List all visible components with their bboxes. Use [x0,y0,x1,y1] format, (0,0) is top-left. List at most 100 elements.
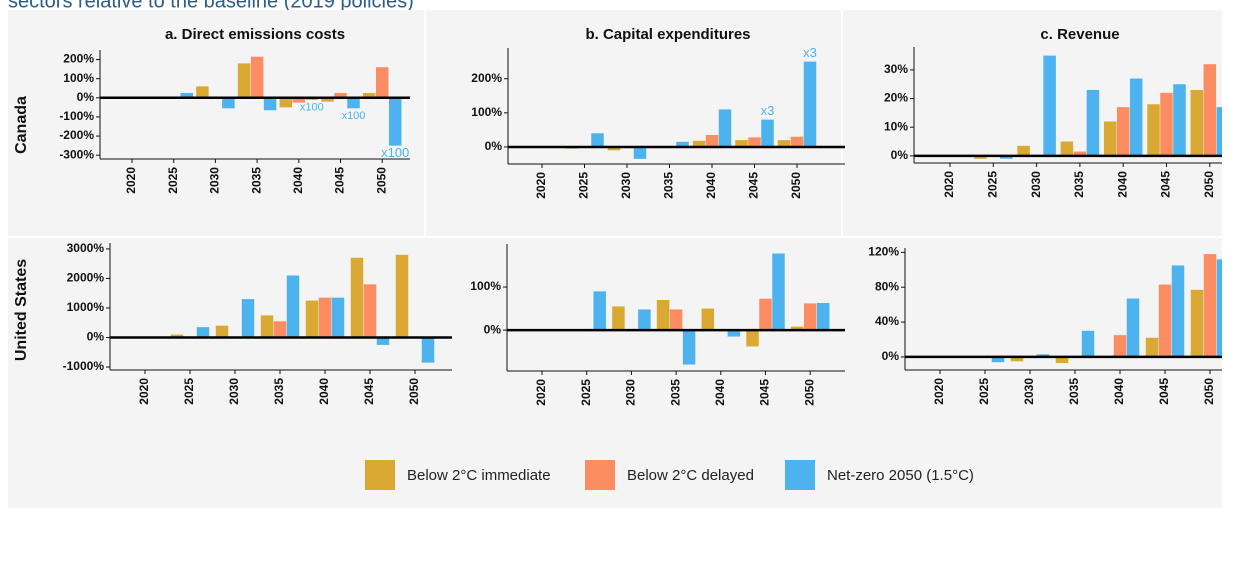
bar [1147,104,1160,156]
x-tick-label: 2045 [333,167,347,194]
bar [591,133,604,147]
bar [1129,78,1143,156]
annotation: x3 [803,45,817,60]
x-tick-label: 2025 [577,172,591,199]
bar [1000,155,1013,159]
bar [633,146,647,159]
bar [761,119,774,147]
bar [1017,145,1030,156]
x-tick-label: 2020 [534,379,548,406]
bar [237,63,251,98]
bar [701,308,715,331]
x-tick-label: 2040 [704,172,718,199]
bar [991,356,1005,363]
bar [196,86,209,98]
annotation: x100 [342,110,366,122]
y-tick-label: 100% [471,105,502,119]
annotation: x3 [761,103,775,118]
x-tick-label: 2040 [713,379,727,406]
x-tick-label: 2040 [291,167,305,194]
bar [362,93,376,98]
x-tick-label: 2020 [124,167,138,194]
x-tick-label: 2040 [1112,378,1126,405]
y-tick-label: 120% [868,245,899,259]
bar [790,136,804,147]
x-tick-label: 2050 [789,172,803,199]
x-tick-label: 2030 [208,167,222,194]
x-tick-label: 2025 [977,378,991,405]
x-tick-label: 2045 [747,172,761,199]
x-tick-label: 2050 [1202,171,1216,198]
bar [718,109,732,147]
y-tick-label: 0% [77,90,95,104]
x-tick-label: 2030 [624,379,638,406]
panel-title: b. Capital expenditures [585,26,750,43]
figure-title: sectors relative to the baseline (2019 p… [8,0,414,12]
bar [748,137,761,147]
x-tick-label: 2025 [182,378,196,405]
x-tick-label: 2025 [985,171,999,198]
bar [260,315,274,338]
bar [692,140,706,147]
bar [1216,107,1222,156]
bar [1203,254,1217,357]
bar [196,327,210,338]
legend-label: Below 2°C immediate [407,467,551,484]
x-tick-label: 2030 [1029,171,1043,198]
bar [772,253,785,331]
x-tick-label: 2035 [668,379,682,406]
x-tick-label: 2050 [1202,378,1216,405]
x-tick-label: 2050 [802,379,816,406]
y-tick-label: 30% [884,62,908,76]
y-tick-label: 0% [485,139,503,153]
y-tick-label: 3000% [67,241,105,255]
bar [705,135,719,147]
bar [421,337,435,363]
bar [215,325,229,338]
legend-swatch [585,460,615,490]
bar [1190,289,1204,357]
x-tick-label: 2035 [249,167,263,194]
figure-background [8,10,1222,508]
y-tick-label: -100% [59,109,94,123]
bar [1043,55,1056,156]
y-tick-label: 200% [63,52,94,66]
y-tick-label: -300% [59,147,94,161]
x-tick-label: 2035 [1072,171,1086,198]
legend-swatch [365,460,395,490]
bar [1073,151,1087,156]
bar [347,97,360,109]
annotation: x100 [381,145,409,160]
bar [1055,356,1069,364]
bar [363,284,377,338]
bar [1203,64,1217,156]
y-tick-label: 20% [884,91,908,105]
bar [816,302,830,331]
bar [321,97,334,102]
bar [388,97,402,146]
bar [638,309,651,331]
bar [1036,354,1050,357]
bar [292,97,306,103]
row-label: Canada [13,96,30,154]
x-tick-label: 2025 [166,167,180,194]
bar [612,306,625,331]
x-tick-label: 2030 [227,378,241,405]
panel-title: c. Revenue [1040,26,1119,43]
bar [1010,356,1024,362]
bar [656,299,670,331]
bar [1158,284,1172,357]
bar [331,297,345,338]
y-tick-label: 200% [471,71,502,85]
y-tick-label: 100% [63,71,94,85]
bar [1081,330,1095,357]
bar [1190,89,1204,156]
bar [375,67,389,98]
bar [180,93,193,98]
row-label: United States [13,259,30,361]
x-tick-label: 2035 [1067,378,1081,405]
x-tick-label: 2020 [942,171,956,198]
bar [1086,89,1100,156]
bar [607,146,621,151]
